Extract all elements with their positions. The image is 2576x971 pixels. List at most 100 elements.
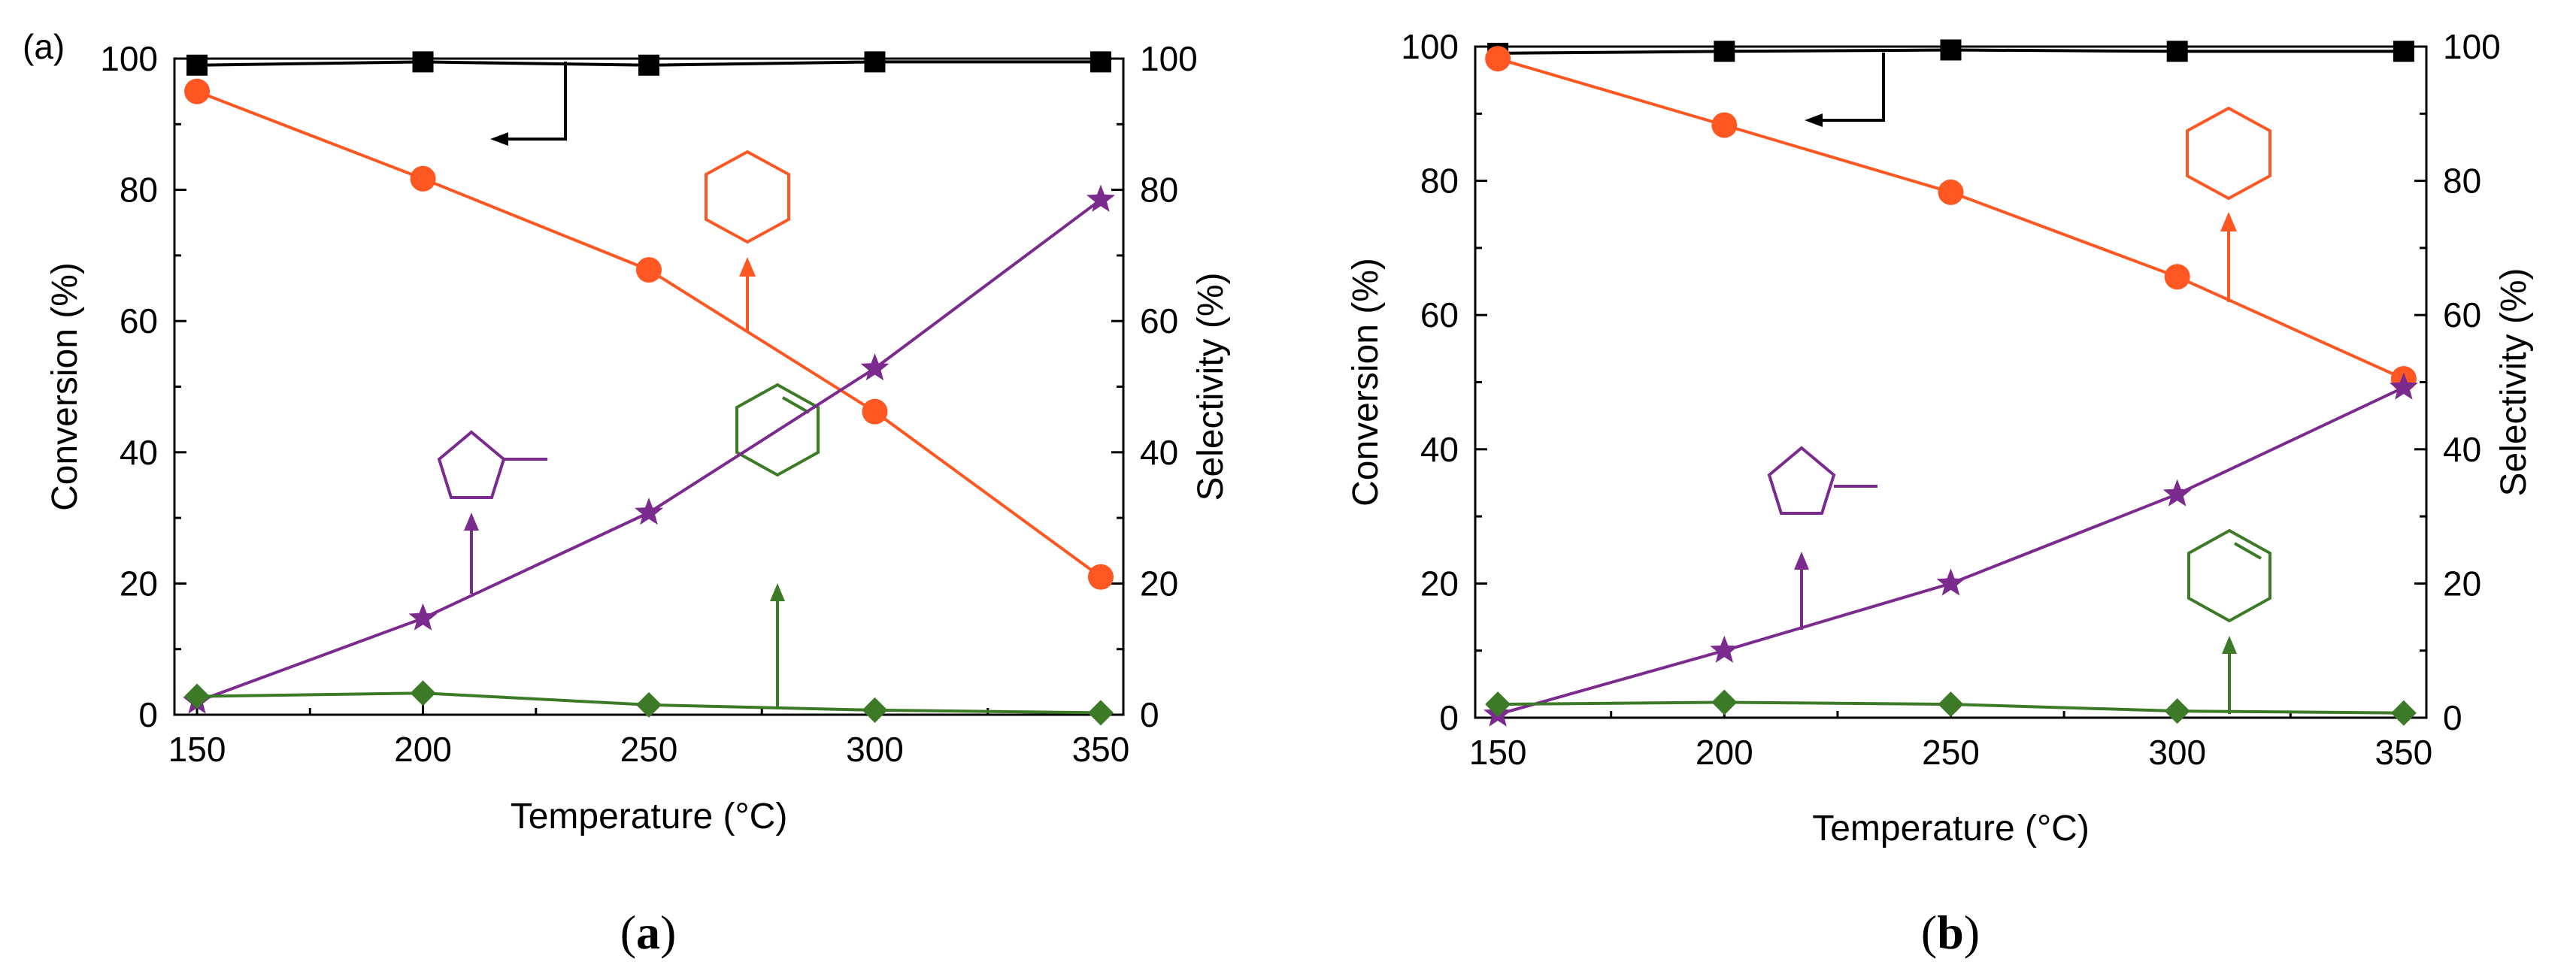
data-point-star: [1936, 568, 1965, 596]
series-circle: [184, 78, 1114, 590]
data-point-diamond: [862, 697, 888, 723]
data-point-circle: [1938, 179, 1964, 205]
data-point-circle: [410, 165, 436, 192]
y-left-tick-label: 60: [120, 301, 158, 340]
y-right-tick-label: 80: [2443, 162, 2481, 201]
panel-caption: (a): [620, 906, 677, 959]
data-point-circle: [1711, 112, 1738, 138]
series-line: [1497, 57, 2405, 380]
caption-open: (: [1921, 906, 1937, 959]
x-axis-title: Temperature (°C): [1812, 809, 2090, 848]
y-left-tick-label: 100: [1401, 27, 1459, 66]
y-left-tick-label: 80: [1420, 162, 1459, 201]
caption-open: (: [620, 906, 636, 959]
data-point-star: [2389, 372, 2418, 400]
data-point-diamond: [184, 683, 211, 709]
x-tick-label: 350: [1072, 730, 1130, 769]
cyclohexane-structure-icon: [2186, 106, 2271, 302]
series-star: [1483, 372, 2418, 727]
caption-close: ): [660, 906, 676, 959]
data-point-square: [864, 51, 886, 73]
y-right-tick-label: 40: [1140, 433, 1178, 472]
cyclohexene-structure-icon: [2187, 528, 2271, 714]
y-right-axis-title: Selectivity (%): [1191, 272, 1231, 501]
data-point-diamond: [1485, 691, 1511, 718]
caption-close: ): [1964, 906, 1980, 959]
x-tick-label: 350: [2375, 733, 2433, 772]
data-point-star: [635, 498, 663, 525]
y-left-tick-label: 20: [120, 564, 158, 603]
y-right-tick-label: 0: [2443, 698, 2462, 737]
data-point-square: [638, 54, 659, 76]
cyclohexane-structure-icon: [705, 150, 790, 331]
data-point-square: [2166, 41, 2188, 62]
data-point-square: [186, 54, 208, 76]
y-right-tick-label: 0: [1140, 695, 1159, 734]
data-point-diamond: [2390, 700, 2417, 726]
data-point-star: [2162, 479, 2192, 507]
data-point-star: [1710, 635, 1739, 663]
data-point-diamond: [636, 691, 662, 718]
x-tick-label: 300: [846, 730, 904, 769]
data-point-diamond: [2164, 698, 2190, 724]
series-diamond: [184, 680, 1114, 726]
y-right-tick-label: 60: [2443, 295, 2481, 334]
data-point-circle: [862, 398, 888, 425]
methylcyclopentane-structure-icon: [437, 430, 547, 594]
data-point-circle: [636, 257, 662, 283]
y-left-tick-label: 60: [1420, 295, 1459, 334]
x-tick-label: 200: [1696, 733, 1753, 772]
y-right-tick-label: 20: [1140, 564, 1178, 603]
y-left-tick-label: 100: [100, 39, 158, 78]
data-point-star: [1086, 184, 1115, 212]
data-point-square: [1714, 41, 1735, 62]
x-axis-title: Temperature (°C): [511, 797, 788, 836]
data-point-circle: [184, 78, 211, 104]
x-tick-label: 300: [2148, 733, 2206, 772]
series-square: [186, 51, 1111, 76]
y-right-tick-label: 20: [2443, 564, 2481, 603]
x-tick-label: 150: [1469, 733, 1527, 772]
data-point-diamond: [1938, 691, 1964, 718]
panel-a: (a): [23, 27, 820, 709]
y-right-tick-label: 100: [1140, 39, 1198, 78]
data-point-square: [1940, 39, 1962, 61]
y-left-tick-label: 0: [138, 695, 158, 734]
y-left-tick-label: 40: [1420, 430, 1459, 469]
panel-caption: (b): [1921, 906, 1980, 959]
data-point-diamond: [1711, 689, 1738, 715]
x-tick-label: 250: [1922, 733, 1980, 772]
data-point-diamond: [410, 680, 436, 706]
y-right-tick-label: 80: [1140, 171, 1178, 210]
caption-letter: b: [1937, 906, 1964, 959]
series-circle: [1485, 46, 2417, 392]
y-left-axis-title: Conversion (%): [1346, 258, 1386, 507]
plot-frame: [1474, 45, 2428, 719]
data-point-square: [2393, 41, 2414, 62]
data-point-circle: [1087, 564, 1114, 590]
data-point-square: [412, 51, 434, 73]
data-point-star: [860, 353, 889, 381]
x-tick-label: 200: [394, 730, 452, 769]
chart-a: 0 0 20 20 40 40 60 60 80 80 100 100 150 200 250 300 350 T…: [45, 39, 1231, 959]
data-point-square: [1089, 51, 1111, 73]
plot-frame: [173, 57, 1125, 716]
y-left-tick-label: 40: [120, 433, 158, 472]
cyclohexene-structure-icon: [735, 383, 820, 709]
conversion-axis-arrow-icon: [1805, 53, 1885, 127]
y-left-tick-label: 0: [1439, 698, 1459, 737]
panel-b: [1767, 53, 2271, 714]
y-right-tick-label: 60: [1140, 301, 1178, 340]
conversion-axis-arrow-icon: [490, 62, 567, 146]
data-point-circle: [2164, 264, 2190, 290]
x-tick-label: 150: [168, 730, 226, 769]
data-point-star: [408, 603, 438, 631]
series-diamond: [1485, 689, 2417, 726]
series-square: [1487, 39, 2414, 64]
y-left-tick-label: 20: [1420, 564, 1459, 603]
data-point-circle: [1485, 46, 1511, 72]
methylcyclopentane-structure-icon: [1767, 446, 1877, 630]
panel-label: (a): [23, 27, 65, 66]
y-left-tick-label: 80: [120, 171, 158, 210]
